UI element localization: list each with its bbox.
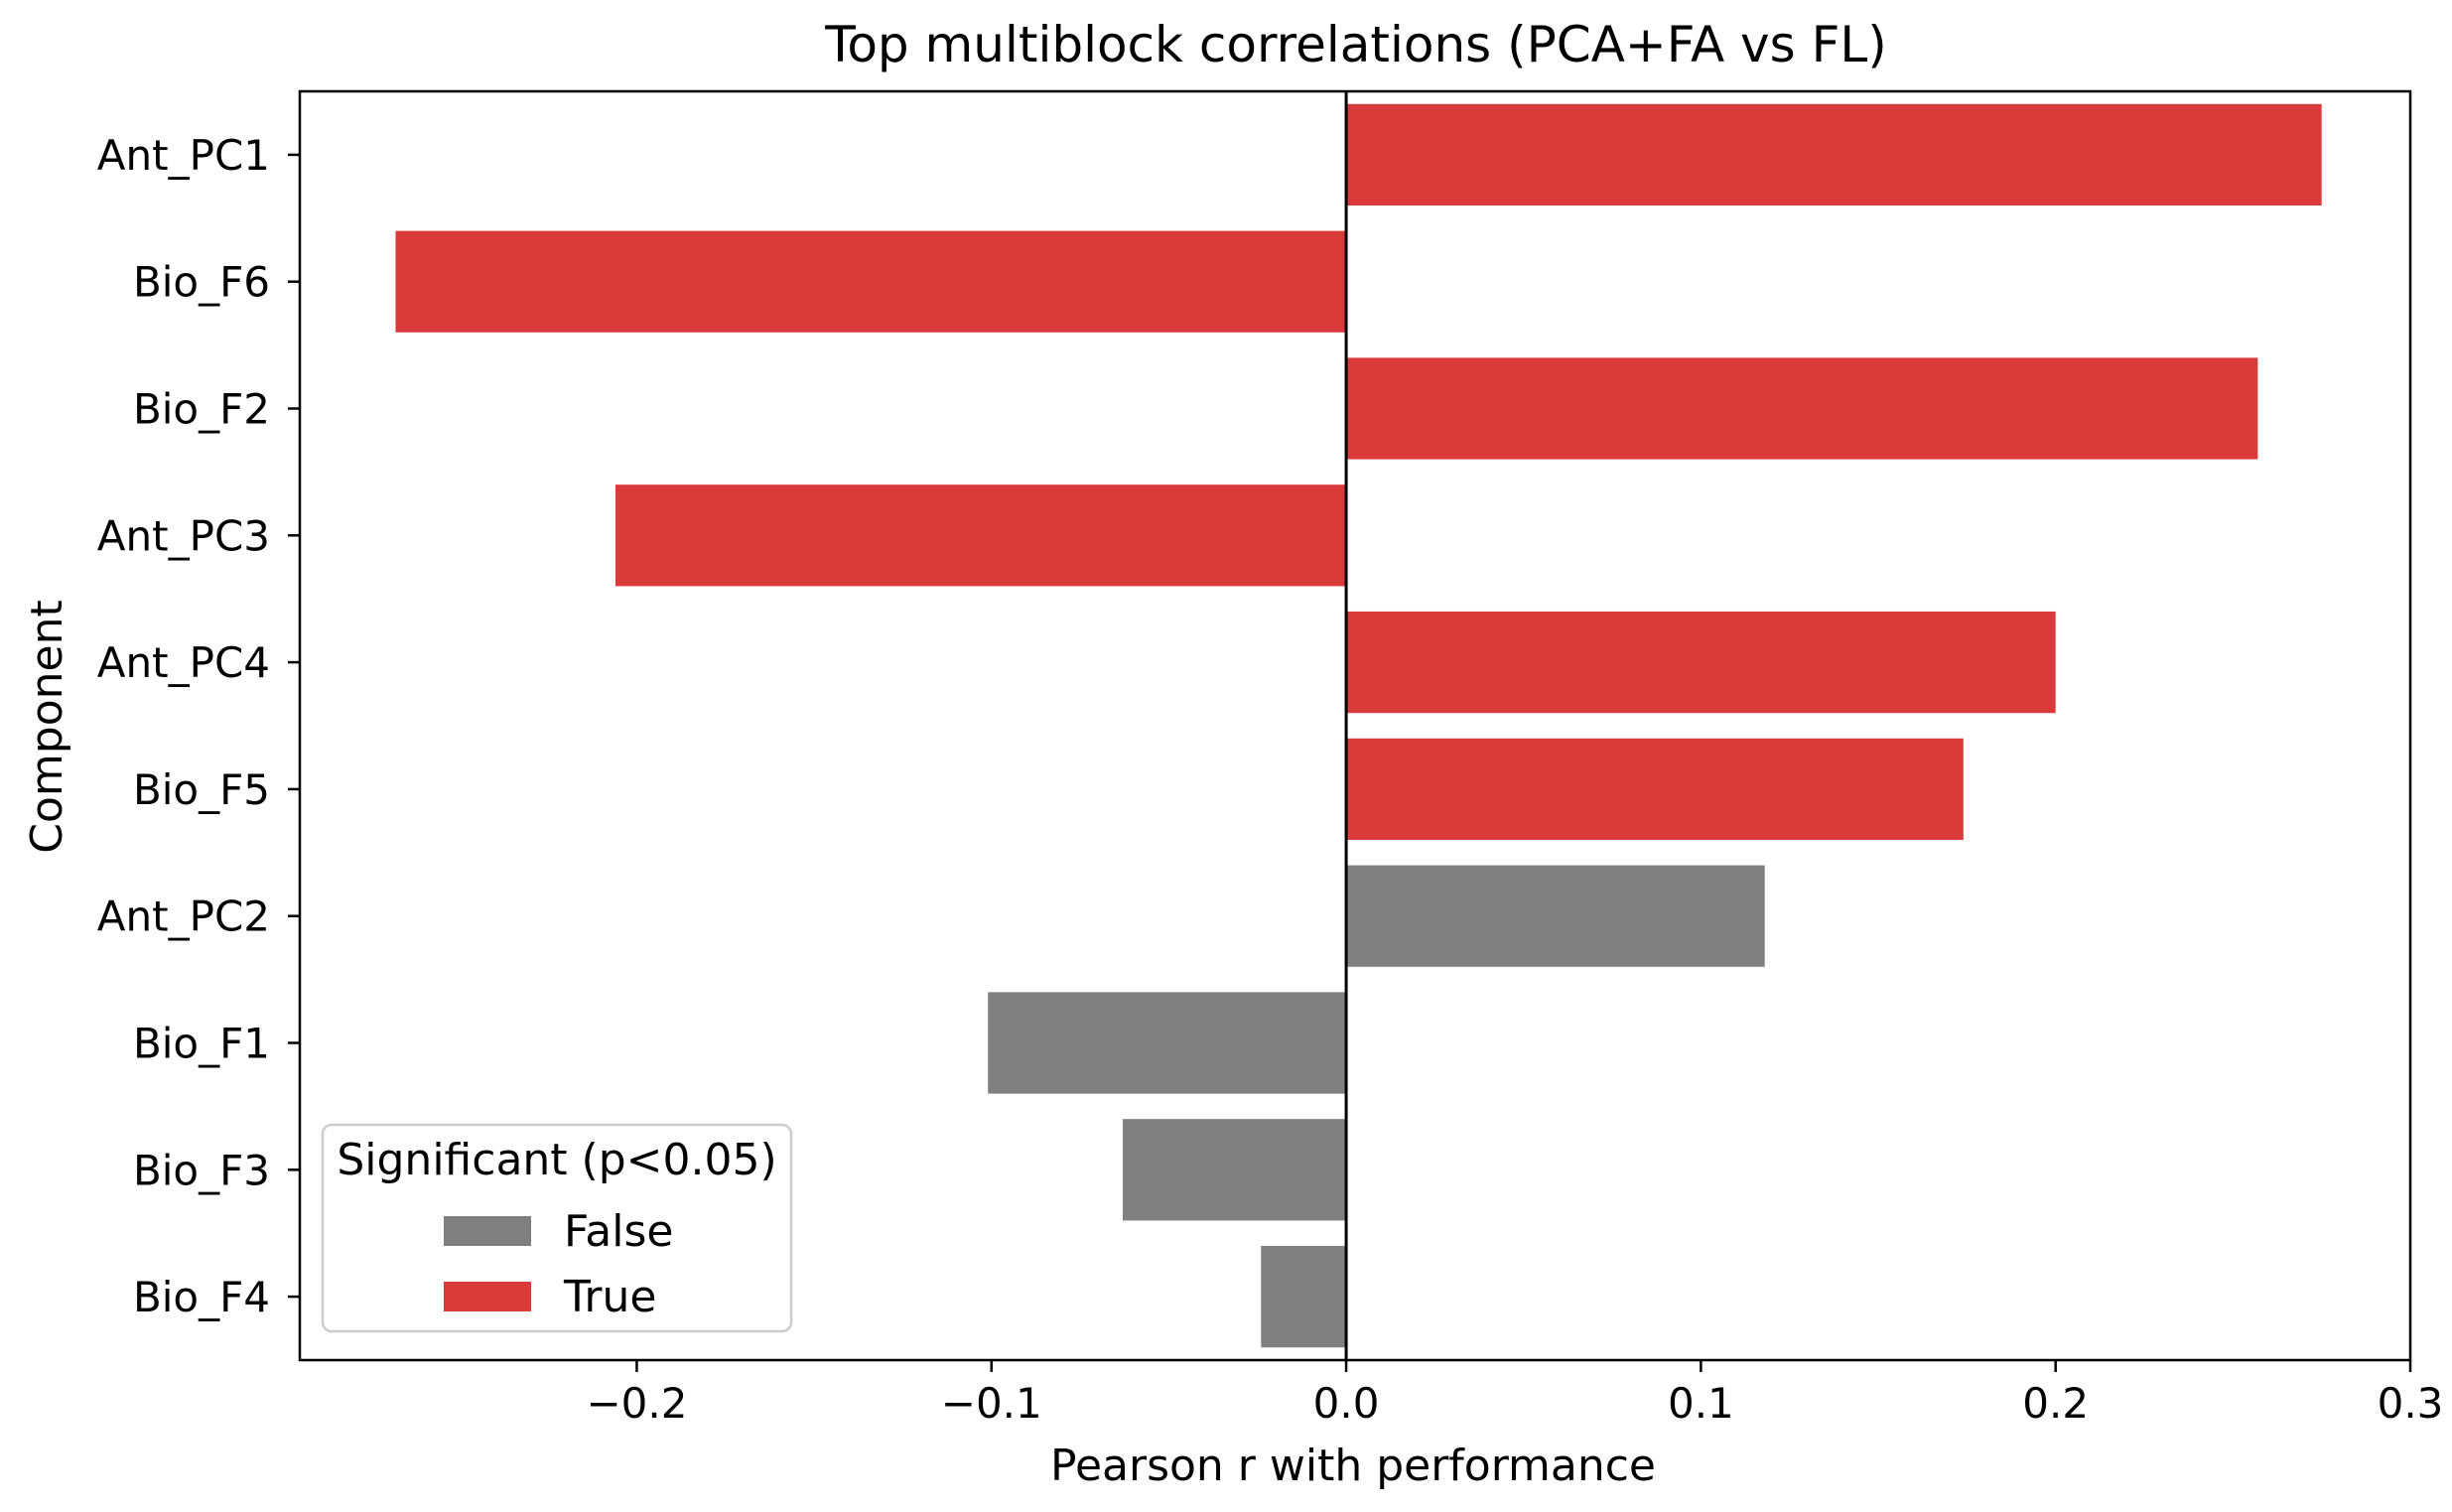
y-tick-label: Bio_F3 xyxy=(133,1146,270,1194)
bar-bio-f4 xyxy=(1261,1245,1347,1348)
bar-ant-pc3 xyxy=(615,484,1347,587)
x-tick-label: 0.0 xyxy=(1313,1379,1380,1428)
bar-bio-f1 xyxy=(988,992,1347,1094)
y-axis-label: Component xyxy=(22,600,72,853)
legend-frame xyxy=(321,1123,793,1333)
y-tick-label: Ant_PC2 xyxy=(97,893,270,941)
bars-group xyxy=(395,103,2322,1348)
x-tick-label: −0.1 xyxy=(941,1379,1042,1428)
y-tick-label: Ant_PC4 xyxy=(97,638,270,687)
y-tick-label: Bio_F5 xyxy=(133,765,270,814)
y-tick-label: Ant_PC3 xyxy=(97,511,270,560)
bar-ant-pc1 xyxy=(1346,103,2322,206)
legend-entries: False True xyxy=(444,1206,673,1322)
legend-swatch-false xyxy=(444,1216,531,1246)
x-axis-ticks: −0.2 −0.1 0.0 0.1 0.2 0.3 xyxy=(586,1360,2443,1428)
bar-ant-pc2 xyxy=(1346,865,1765,967)
plot-frame xyxy=(298,89,2412,1362)
bar-bio-f6 xyxy=(395,230,1347,333)
y-tick-label: Bio_F6 xyxy=(133,258,270,307)
y-tick-label: Bio_F2 xyxy=(133,385,270,434)
y-axis-ticks: Ant_PC1 Bio_F6 Bio_F2 Ant_PC3 Ant_PC4 Bio_F5 A… xyxy=(97,131,300,1321)
x-tick-label: 0.2 xyxy=(2022,1379,2089,1428)
y-tick-label: Ant_PC1 xyxy=(97,131,270,180)
legend: Significant (p<0.05) False True xyxy=(321,1123,793,1333)
x-tick-label: −0.2 xyxy=(586,1379,687,1428)
legend-label-true: True xyxy=(563,1272,656,1322)
bar-bio-f2 xyxy=(1346,357,2258,460)
chart-title: Top multiblock correlations (PCA+FA vs F… xyxy=(824,16,1886,73)
y-tick-label: Bio_F1 xyxy=(133,1020,270,1068)
bar-bio-f3 xyxy=(1122,1119,1347,1221)
x-tick-label: 0.3 xyxy=(2378,1379,2444,1428)
x-tick-label: 0.1 xyxy=(1668,1379,1734,1428)
y-tick-label: Bio_F4 xyxy=(133,1273,270,1321)
legend-title: Significant (p<0.05) xyxy=(337,1135,776,1185)
legend-swatch-true xyxy=(444,1282,531,1311)
bar-ant-pc4 xyxy=(1346,611,2056,714)
x-axis-label: Pearson r with performance xyxy=(1050,1441,1656,1491)
legend-label-false: False xyxy=(564,1206,673,1257)
bar-bio-f5 xyxy=(1346,738,1964,841)
